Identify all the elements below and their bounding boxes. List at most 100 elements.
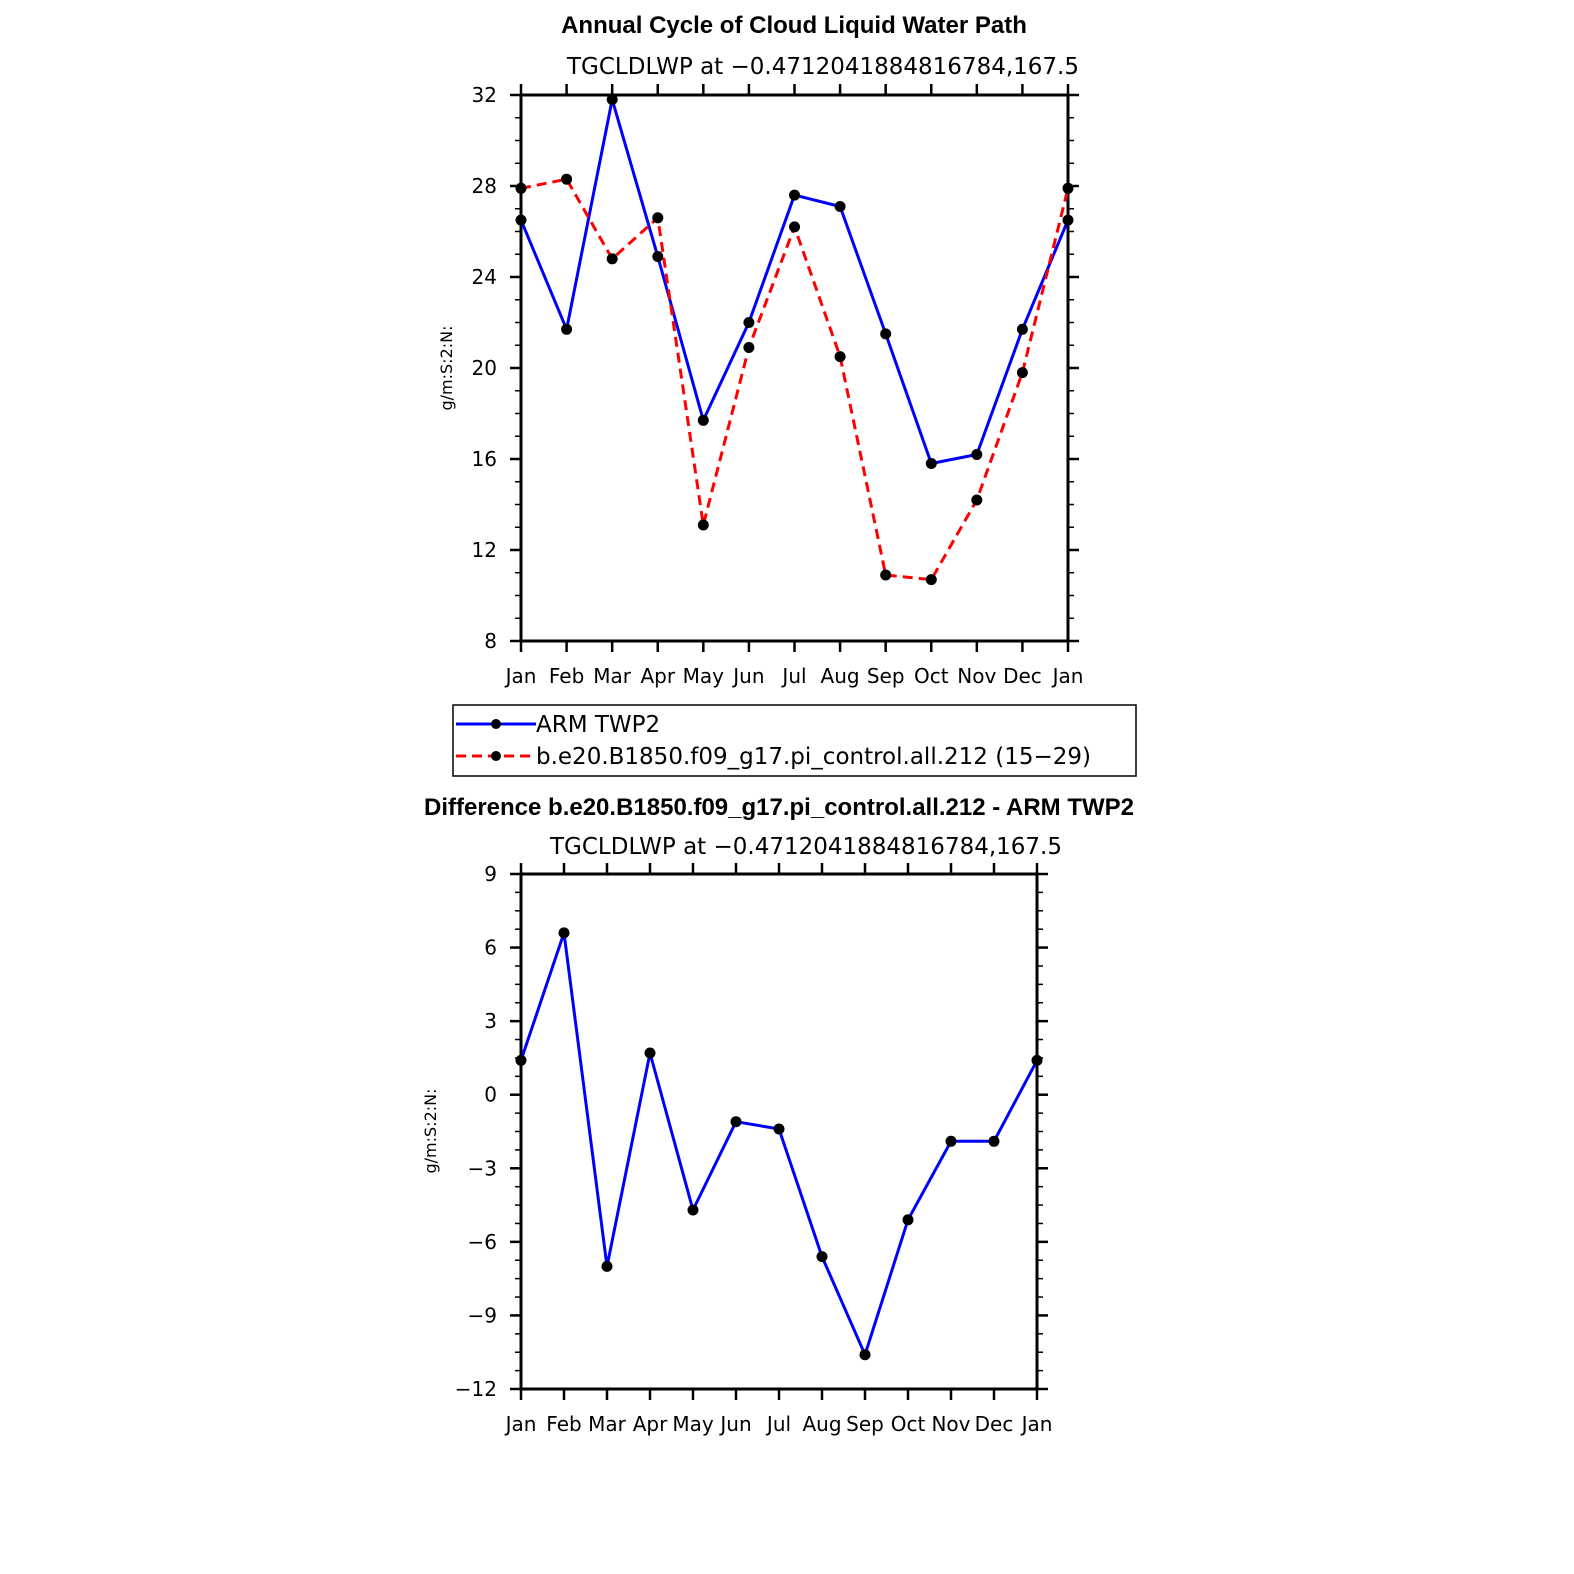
x-tick-label: Mar xyxy=(593,664,632,688)
y-tick-label: −6 xyxy=(468,1230,497,1254)
difference-chart: Difference b.e20.B1850.f09_g17.pi_contro… xyxy=(421,794,1134,1436)
y-tick-label: 24 xyxy=(472,265,497,289)
data-point-series-1 xyxy=(652,251,664,262)
x-tick-label: Feb xyxy=(546,1412,581,1436)
data-point-series-2 xyxy=(925,574,937,586)
annual-cycle-chart: Annual Cycle of Cloud Liquid Water Path … xyxy=(437,12,1083,688)
x-tick-label: May xyxy=(672,1412,714,1436)
x-tick-label: May xyxy=(683,664,725,688)
x-tick-label: Apr xyxy=(633,1412,668,1436)
chart-subtitle: TGCLDLWP at −0.4712041884816784,167.5 xyxy=(566,54,1079,80)
series-layer xyxy=(515,927,1043,1361)
data-point-series-1 xyxy=(730,1116,742,1128)
x-tick-label: Dec xyxy=(975,1412,1014,1436)
data-point-series-1 xyxy=(988,1135,1000,1147)
data-point-series-1 xyxy=(606,94,618,105)
data-point-series-1 xyxy=(925,458,937,469)
x-tick-label: Jan xyxy=(1020,1412,1053,1436)
chart-subtitle: TGCLDLWP at −0.4712041884816784,167.5 xyxy=(549,834,1062,860)
data-point-series-1 xyxy=(558,927,570,939)
data-point-series-2 xyxy=(971,494,983,506)
x-tick-label: Nov xyxy=(957,664,996,688)
data-point-series-1 xyxy=(743,317,755,328)
chart-title: Annual Cycle of Cloud Liquid Water Path xyxy=(561,12,1027,39)
series-line-1 xyxy=(519,931,1039,1357)
y-tick-label: 32 xyxy=(472,83,497,107)
data-point-series-1 xyxy=(859,1349,871,1361)
x-tick-label: Oct xyxy=(914,664,949,688)
y-tick-label: 12 xyxy=(472,538,497,562)
legend-label-model: b.e20.B1850.f09_g17.pi_control.all.212 (… xyxy=(536,744,1091,770)
y-tick-label: 0 xyxy=(484,1083,497,1107)
y-tick-label: −12 xyxy=(455,1377,497,1401)
data-point-series-1 xyxy=(834,201,846,212)
y-tick-label: 6 xyxy=(484,936,497,960)
x-tick-label: Mar xyxy=(588,1412,627,1436)
legend: ARM TWP2 b.e20.B1850.f09_g17.pi_control.… xyxy=(452,704,1137,777)
data-point-series-2 xyxy=(743,342,755,353)
data-point-series-2 xyxy=(834,351,846,363)
data-point-series-1 xyxy=(880,328,892,340)
data-point-series-1 xyxy=(902,1214,914,1226)
x-tick-label: Jun xyxy=(731,664,764,688)
x-tick-label: Sep xyxy=(846,1412,884,1436)
data-point-series-1 xyxy=(971,449,983,460)
y-tick-label: 9 xyxy=(484,862,497,886)
y-tick-label: 16 xyxy=(472,447,497,471)
data-point-series-1 xyxy=(773,1123,785,1135)
y-axis-label: g/m:S:2:N: xyxy=(421,1089,440,1174)
data-point-series-1 xyxy=(1016,323,1028,335)
data-point-series-1 xyxy=(561,323,573,335)
legend-box xyxy=(452,704,1137,777)
data-point-series-2 xyxy=(515,182,527,194)
data-point-series-1 xyxy=(687,1204,699,1216)
y-tick-label: 20 xyxy=(472,356,497,380)
y-axis-label: g/m:S:2:N: xyxy=(437,326,456,411)
chart-title: Difference b.e20.B1850.f09_g17.pi_contro… xyxy=(424,794,1134,821)
data-point-series-2 xyxy=(652,212,664,224)
legend-marker-model xyxy=(491,751,501,761)
data-point-series-1 xyxy=(1062,214,1074,226)
series-line-2 xyxy=(520,177,1070,582)
data-point-series-1 xyxy=(644,1047,656,1059)
y-tick-label: 8 xyxy=(484,629,497,653)
data-point-series-2 xyxy=(1016,367,1028,379)
x-tick-label: Sep xyxy=(867,664,905,688)
x-tick-label: Aug xyxy=(821,664,860,688)
axis-ticks: −12 −9 −6 −3 0 3 6 9 Jan Feb Mar Apr May Jun Jul Aug Sep… xyxy=(455,862,1053,1436)
x-tick-label: Jan xyxy=(504,664,537,688)
data-point-series-2 xyxy=(789,221,800,233)
y-tick-label: 3 xyxy=(484,1009,497,1033)
data-point-series-1 xyxy=(816,1251,828,1263)
data-point-series-1 xyxy=(789,189,800,201)
data-point-series-2 xyxy=(606,253,618,265)
axis-ticks: 8 12 16 20 24 28 32 Jan Feb Mar Apr May Jun Jul Aug Sep… xyxy=(472,83,1084,688)
x-tick-label: Feb xyxy=(549,664,584,688)
series-layer xyxy=(515,94,1074,586)
x-tick-label: Jul xyxy=(765,1412,791,1436)
x-tick-label: Jun xyxy=(718,1412,751,1436)
x-tick-label: Jan xyxy=(504,1412,537,1436)
legend-marker-arm xyxy=(491,719,501,729)
x-tick-label: Aug xyxy=(802,1412,841,1436)
x-tick-label: Jan xyxy=(1051,664,1084,688)
x-tick-label: Nov xyxy=(931,1412,970,1436)
data-point-series-1 xyxy=(1031,1054,1043,1066)
data-point-series-2 xyxy=(697,519,709,531)
x-tick-label: Apr xyxy=(640,664,675,688)
data-point-series-1 xyxy=(515,214,527,226)
data-point-series-1 xyxy=(515,1054,527,1066)
legend-label-arm: ARM TWP2 xyxy=(536,712,660,738)
data-point-series-1 xyxy=(601,1260,613,1272)
data-point-series-2 xyxy=(1062,182,1074,194)
data-point-series-1 xyxy=(697,414,709,426)
x-tick-label: Oct xyxy=(891,1412,926,1436)
y-tick-label: −3 xyxy=(468,1156,497,1180)
y-tick-label: −9 xyxy=(468,1303,497,1327)
data-point-series-2 xyxy=(561,173,573,185)
y-tick-label: 28 xyxy=(472,174,497,198)
plot-frame xyxy=(519,93,1070,643)
data-point-series-1 xyxy=(945,1135,957,1147)
series-line-1 xyxy=(519,98,1070,465)
